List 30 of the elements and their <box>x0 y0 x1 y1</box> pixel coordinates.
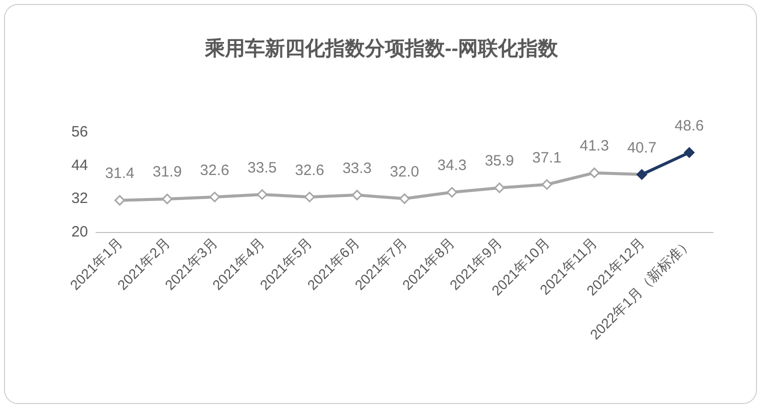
point <box>684 147 695 158</box>
data-label: 33.3 <box>342 160 372 177</box>
data-label: 33.5 <box>248 159 277 176</box>
point <box>589 168 600 178</box>
point <box>256 189 268 200</box>
data-label: 32.0 <box>390 163 420 180</box>
data-label: 31.9 <box>152 164 182 181</box>
point <box>114 195 125 206</box>
point <box>494 182 505 194</box>
data-label: 37.1 <box>532 149 562 166</box>
y-tick-label: 32 <box>71 190 88 208</box>
point <box>446 187 458 198</box>
point <box>399 193 410 204</box>
data-label: 32.6 <box>294 162 324 179</box>
chart-title: 乘用车新四化指数分项指数--网联化指数 <box>204 37 560 60</box>
y-tick-label: 56 <box>71 124 88 140</box>
data-label: 48.6 <box>674 117 704 134</box>
point <box>162 194 172 204</box>
point <box>542 179 552 190</box>
point <box>352 190 362 200</box>
data-label: 40.7 <box>627 139 656 156</box>
data-label: 31.4 <box>105 165 134 182</box>
y-tick-label: 44 <box>71 156 88 174</box>
point <box>209 192 220 202</box>
data-label: 34.3 <box>437 157 467 174</box>
data-label: 35.9 <box>484 152 514 170</box>
y-tick-label: 20 <box>71 224 88 240</box>
data-label: 32.6 <box>200 162 230 179</box>
point <box>304 192 315 202</box>
data-label: 41.3 <box>580 138 609 155</box>
